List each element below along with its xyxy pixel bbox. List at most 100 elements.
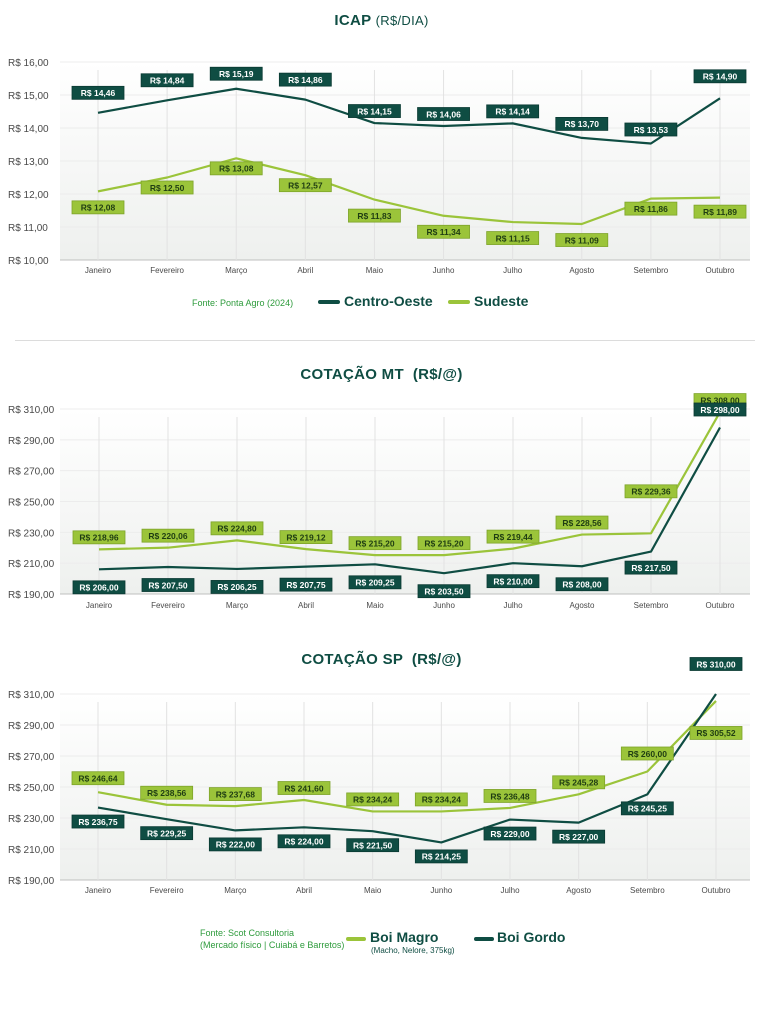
- data-label: R$ 246,64: [78, 774, 117, 784]
- data-label: R$ 11,34: [427, 227, 461, 237]
- y-tick-label: R$ 310,00: [8, 690, 55, 701]
- x-tick-label: Março: [224, 886, 247, 895]
- data-label: R$ 227,00: [559, 832, 598, 842]
- series-line-boi-magro: [97, 700, 717, 813]
- data-label-box: [210, 580, 264, 594]
- data-label-box: [417, 107, 470, 121]
- x-tick-label: Agosto: [566, 886, 591, 895]
- sp-source-line1: Fonte: Scot Consultoria: [200, 928, 295, 938]
- x-tick-label: Janeiro: [85, 886, 112, 895]
- x-tick-label: Julho: [503, 601, 523, 610]
- legend-swatch-boi-gordo: [474, 937, 494, 941]
- x-tick-label: Outubro: [706, 601, 735, 610]
- series-line-centro-oeste: [97, 87, 721, 145]
- x-tick-label: Fevereiro: [151, 601, 185, 610]
- data-label-box: [417, 536, 471, 551]
- x-tick-label: Setembro: [634, 601, 669, 610]
- data-label-box: [689, 726, 743, 740]
- y-tick-label: R$ 12,00: [8, 190, 49, 201]
- data-label: R$ 237,68: [216, 789, 255, 799]
- data-label: R$ 13,08: [219, 164, 254, 174]
- data-label: R$ 12,08: [81, 203, 116, 213]
- data-label-box: [71, 771, 125, 786]
- data-label: R$ 11,15: [496, 233, 530, 243]
- data-label-box: [140, 785, 194, 800]
- y-tick-label: R$ 250,00: [8, 498, 55, 509]
- data-label-box: [278, 178, 332, 193]
- data-label: R$ 234,24: [353, 795, 392, 805]
- data-label-box: [486, 231, 540, 245]
- icap-chart: R$ 10,00 R$ 11,00 R$ 12,00 R$ 13,00 R$ 14,00…: [8, 58, 750, 275]
- data-label: R$ 14,86: [288, 75, 323, 85]
- data-label-box: [72, 580, 126, 595]
- data-label-box: [693, 402, 747, 417]
- y-tick-label: R$ 270,00: [8, 467, 55, 478]
- data-label: R$ 203,50: [424, 586, 463, 596]
- data-label-box: [693, 204, 747, 219]
- data-label: R$ 11,86: [634, 204, 668, 214]
- data-label: R$ 12,50: [150, 183, 185, 193]
- data-label-box: [208, 837, 262, 852]
- data-label-box: [620, 746, 674, 761]
- y-tick-label: R$ 250,00: [8, 783, 55, 794]
- data-label-box: [689, 657, 743, 671]
- legend-swatch-boi-magro: [346, 937, 366, 941]
- y-tick-label: R$ 15,00: [8, 91, 49, 102]
- icap-source: Fonte: Ponta Agro (2024): [192, 298, 294, 308]
- data-label: R$ 215,20: [424, 538, 463, 548]
- y-tick-label: R$ 270,00: [8, 752, 55, 763]
- data-label: R$ 14,15: [357, 106, 392, 116]
- x-tick-label: Maio: [366, 266, 384, 275]
- data-label-box: [552, 775, 606, 790]
- x-tick-label: Junho: [433, 601, 455, 610]
- y-tick-label: R$ 210,00: [8, 845, 55, 856]
- data-label-box: [208, 787, 262, 801]
- data-label-box: [277, 781, 331, 795]
- data-label-box: [71, 200, 125, 215]
- x-tick-label: Agosto: [569, 266, 594, 275]
- data-label: R$ 14,90: [703, 72, 738, 82]
- series-line-boi-gordo: [98, 426, 721, 575]
- data-label-box: [555, 117, 609, 131]
- x-tick-label: Setembro: [634, 266, 669, 275]
- data-label-box: [414, 849, 468, 864]
- data-label-box: [624, 122, 678, 137]
- data-label: R$ 14,46: [81, 88, 116, 98]
- data-label-box: [414, 792, 468, 807]
- data-label-box: [555, 515, 609, 530]
- x-tick-label: Janeiro: [86, 601, 113, 610]
- data-label-box: [140, 73, 194, 88]
- x-tick-label: Maio: [364, 886, 382, 895]
- y-tick-label: R$ 190,00: [8, 876, 55, 887]
- legend-label-boi-gordo: Boi Gordo: [497, 929, 566, 945]
- icap-unit: (R$/DIA): [375, 13, 429, 28]
- data-label: R$ 245,25: [628, 804, 667, 814]
- x-tick-label: Junho: [430, 886, 452, 895]
- y-tick-label: R$ 230,00: [8, 528, 55, 539]
- data-label-box: [346, 838, 400, 853]
- data-label-box: [71, 85, 125, 100]
- data-label: R$ 224,80: [217, 524, 256, 534]
- mt-chart: R$ 190,00 R$ 210,00 R$ 230,00 R$ 250,00 R$ 2…: [8, 393, 750, 610]
- data-label: R$ 210,00: [493, 576, 532, 586]
- y-tick-label: R$ 310,00: [8, 405, 55, 416]
- data-label: R$ 236,48: [490, 791, 529, 801]
- data-label-box: [72, 530, 126, 545]
- y-tick-label: R$ 290,00: [8, 721, 55, 732]
- data-label: R$ 11,09: [565, 235, 599, 245]
- data-label: R$ 222,00: [216, 840, 255, 850]
- data-label-box: [278, 72, 332, 87]
- data-label-box: [620, 801, 674, 816]
- data-label: R$ 260,00: [628, 749, 667, 759]
- data-label: R$ 13,70: [565, 119, 600, 129]
- y-tick-label: R$ 14,00: [8, 124, 49, 135]
- data-label: R$ 11,83: [357, 211, 391, 221]
- data-label-box: [140, 826, 194, 841]
- x-tick-label: Março: [225, 266, 248, 275]
- y-tick-label: R$ 13,00: [8, 157, 49, 168]
- data-label-box: [555, 577, 609, 592]
- data-label: R$ 229,36: [631, 487, 670, 497]
- data-label-box: [348, 208, 401, 223]
- series-line-boi-gordo: [97, 693, 717, 844]
- legend-swatch-centro-oeste: [318, 300, 340, 304]
